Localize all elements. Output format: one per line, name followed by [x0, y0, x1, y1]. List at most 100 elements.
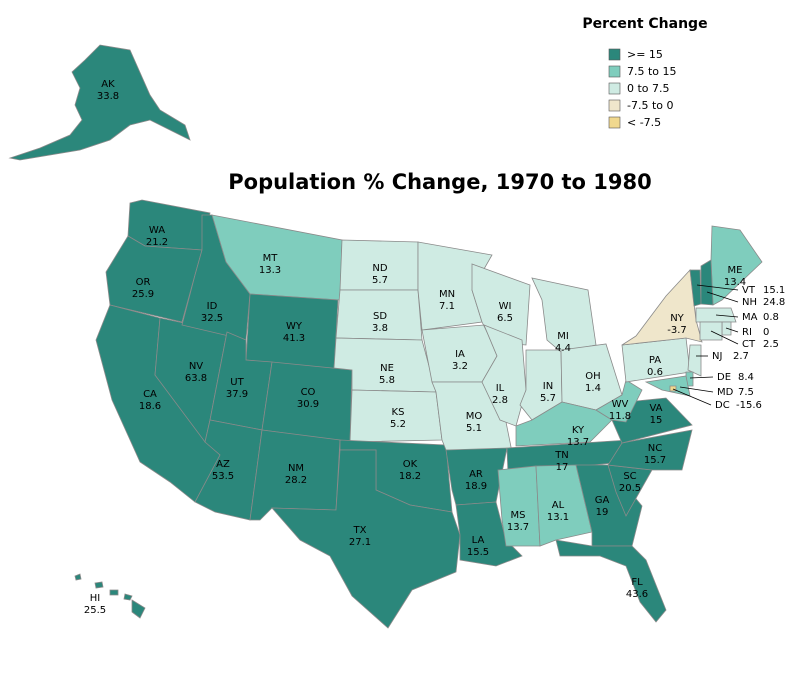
state-value: 43.6: [626, 589, 648, 600]
state-value: 0.8: [763, 312, 779, 323]
state-abbr: MN: [439, 289, 455, 300]
state-value: 7.1: [439, 301, 455, 312]
state-value: -15.6: [736, 400, 762, 411]
state-value: 30.9: [297, 399, 319, 410]
state-shape: [245, 293, 339, 371]
state-value: 20.5: [619, 483, 641, 494]
state-value: 8.4: [738, 372, 754, 383]
legend-swatch: [608, 82, 621, 95]
state-abbr: TN: [554, 450, 569, 461]
state-abbr: SD: [373, 311, 387, 322]
state-value: 27.1: [349, 537, 371, 548]
state-value: 5.7: [540, 393, 556, 404]
state-value: 15.1: [763, 285, 785, 296]
state-abbr: TX: [353, 525, 367, 536]
state-abbr: DC: [715, 400, 730, 411]
state-value: 21.2: [146, 237, 168, 248]
state-abbr: AZ: [216, 459, 230, 470]
state-abbr: WA: [149, 225, 165, 236]
leader-line: [672, 388, 712, 406]
state-value: 63.8: [185, 373, 207, 384]
state-abbr: NM: [288, 463, 304, 474]
state-abbr: WI: [499, 301, 512, 312]
state-value: 18.9: [465, 481, 487, 492]
state-value: 13.3: [259, 265, 281, 276]
state-value: 5.2: [390, 419, 406, 430]
state-abbr: MO: [466, 411, 483, 422]
state-value: 2.8: [492, 395, 508, 406]
state-abbr: UT: [230, 377, 244, 388]
state-value: 2.7: [733, 351, 749, 362]
state-shape: [94, 581, 104, 589]
state-shape: [700, 259, 714, 306]
state-value: 15.5: [467, 547, 489, 558]
state-shape: [555, 539, 667, 623]
state-value: 15.7: [644, 455, 666, 466]
state-value: 7.5: [738, 387, 754, 398]
state-value: 5.1: [466, 423, 482, 434]
state-shape: [74, 573, 82, 581]
state-value: 33.8: [97, 91, 119, 102]
state-value: 13.7: [507, 522, 529, 533]
state-value: 0: [763, 327, 769, 338]
state-value: 2.5: [763, 339, 779, 350]
state-value: 28.2: [285, 475, 307, 486]
state-abbr: NV: [189, 361, 203, 372]
state-abbr: DE: [717, 372, 731, 383]
leader-line: [679, 386, 714, 393]
legend-swatch: [608, 48, 621, 61]
state-abbr: OH: [585, 371, 600, 382]
state-value: 41.3: [283, 333, 305, 344]
legend-label: 7.5 to 15: [627, 65, 677, 78]
leader-line: [725, 327, 739, 333]
state-shape: [131, 599, 146, 619]
legend-label: >= 15: [627, 48, 663, 61]
legend-title: Percent Change: [582, 16, 707, 32]
state-shape: [271, 449, 461, 629]
legend-label: < -7.5: [627, 116, 661, 129]
leader-line: [706, 291, 739, 303]
legend-swatch: [608, 65, 621, 78]
leader-line: [710, 330, 739, 345]
state-abbr: IA: [455, 349, 465, 360]
state-value: 13.4: [724, 277, 746, 288]
state-abbr: IN: [543, 381, 553, 392]
state-abbr: FL: [631, 577, 643, 588]
state-shape: [497, 465, 541, 547]
state-abbr: CA: [143, 389, 157, 400]
state-abbr: MS: [511, 510, 526, 521]
state-value: 11.8: [609, 411, 631, 422]
state-value: 5.7: [372, 275, 388, 286]
state-abbr: CO: [301, 387, 316, 398]
state-value: 4.4: [555, 343, 571, 354]
state-value: 13.7: [567, 437, 589, 448]
state-shape: [607, 429, 693, 471]
state-value: 32.5: [201, 313, 223, 324]
state-abbr: AK: [101, 79, 115, 90]
state-value: 17: [556, 462, 569, 473]
state-value: 53.5: [212, 471, 234, 482]
state-value: 15: [650, 415, 663, 426]
state-value: 25.5: [84, 605, 106, 616]
leader-line: [696, 284, 739, 291]
leader-line: [689, 376, 714, 379]
state-abbr: VT: [742, 285, 756, 296]
state-abbr: AL: [552, 500, 565, 511]
legend-label: 0 to 7.5: [627, 82, 670, 95]
leader-line: [715, 314, 739, 318]
state-abbr: NY: [670, 313, 684, 324]
state-abbr: NH: [742, 297, 757, 308]
state-abbr: NE: [380, 363, 394, 374]
state-abbr: OK: [403, 459, 418, 470]
state-shape: [535, 464, 593, 547]
state-abbr: WY: [286, 321, 303, 332]
state-shape: [595, 379, 643, 423]
state-abbr: ID: [207, 301, 218, 312]
state-value: 6.5: [497, 313, 513, 324]
state-shape: [123, 593, 133, 601]
state-value: 3.8: [372, 323, 388, 334]
state-abbr: HI: [90, 593, 100, 604]
state-abbr: VA: [649, 403, 662, 414]
